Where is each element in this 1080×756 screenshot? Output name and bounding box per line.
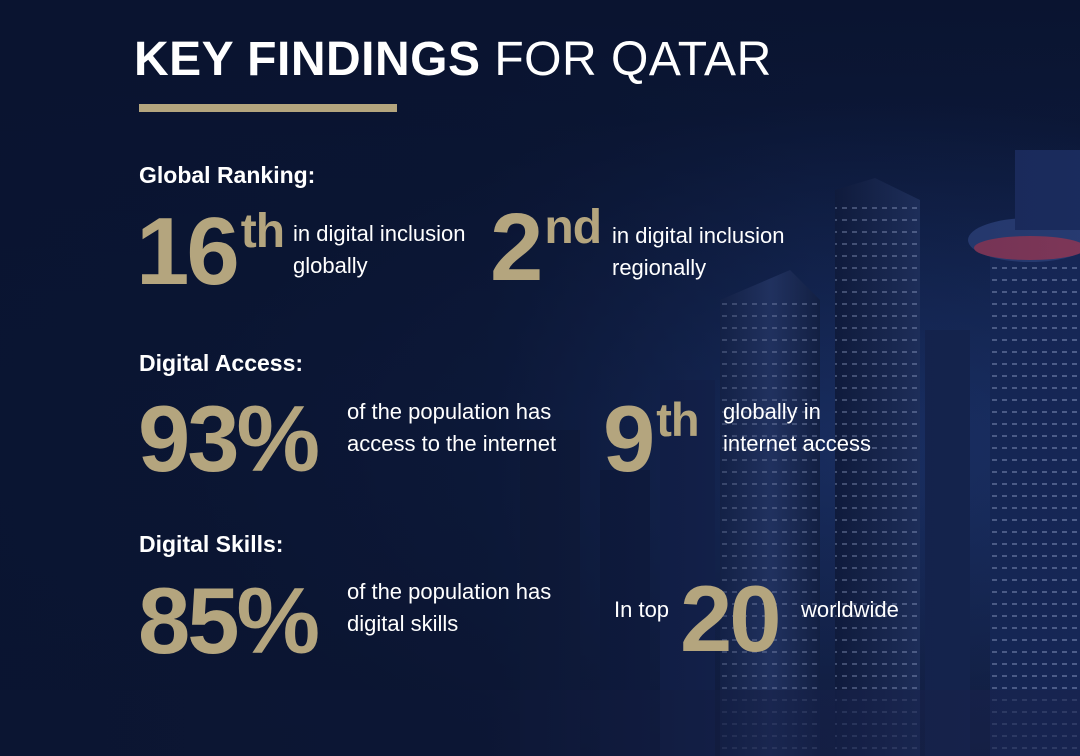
page-title: KEY FINDINGS FOR QATAR <box>134 34 772 86</box>
stat-text-line: regionally <box>612 255 707 280</box>
stat-text-line: access to the internet <box>347 431 557 456</box>
stat-number-9th: 9th <box>603 392 700 486</box>
stat-number-top-20: 20 <box>680 572 782 666</box>
stat-text-line: in digital inclusion <box>612 223 785 248</box>
title-underline <box>139 104 397 112</box>
stat-suffix: th <box>240 204 285 258</box>
stat-text-line: digital skills <box>347 611 459 636</box>
stat-number: 20 <box>680 566 782 671</box>
title-light: FOR QATAR <box>494 33 772 86</box>
stat-number: 85% <box>138 568 320 673</box>
section-label-digital-access: Digital Access: <box>139 350 304 376</box>
stat-suffix: th <box>656 392 699 446</box>
title-bold: KEY FINDINGS <box>134 33 481 86</box>
stat-text-line: globally <box>293 253 368 278</box>
stat-number-85-percent: 85% <box>138 574 320 668</box>
stat-text-line: internet access <box>723 431 871 456</box>
stat-description: in digital inclusion regionally <box>612 220 784 284</box>
stat-text-line: of the population has <box>347 399 552 424</box>
stat-number-16th: 16th <box>136 204 285 300</box>
stat-number: 93% <box>138 386 320 491</box>
stat-prefix: In top <box>614 597 670 622</box>
stat-number: 9 <box>603 386 655 491</box>
stat-text-line: in digital inclusion <box>293 221 466 246</box>
stat-text-line: globally in <box>723 399 821 424</box>
stat-number: 16 <box>136 198 240 305</box>
stat-description: in digital inclusion globally <box>293 218 465 282</box>
stat-description: of the population has access to the inte… <box>347 396 556 460</box>
stat-suffix: nd <box>544 200 602 254</box>
stat-description: of the population has digital skills <box>347 576 551 640</box>
stat-number: 2 <box>490 194 543 301</box>
stat-text-line: of the population has <box>347 579 552 604</box>
section-label-global-ranking: Global Ranking: <box>139 162 316 188</box>
stat-number-93-percent: 93% <box>138 392 320 486</box>
stat-text-after: worldwide <box>801 597 899 622</box>
stat-description: globally in internet access <box>723 396 871 460</box>
stat-number-2nd: 2nd <box>490 200 602 296</box>
section-label-digital-skills: Digital Skills: <box>139 531 284 557</box>
